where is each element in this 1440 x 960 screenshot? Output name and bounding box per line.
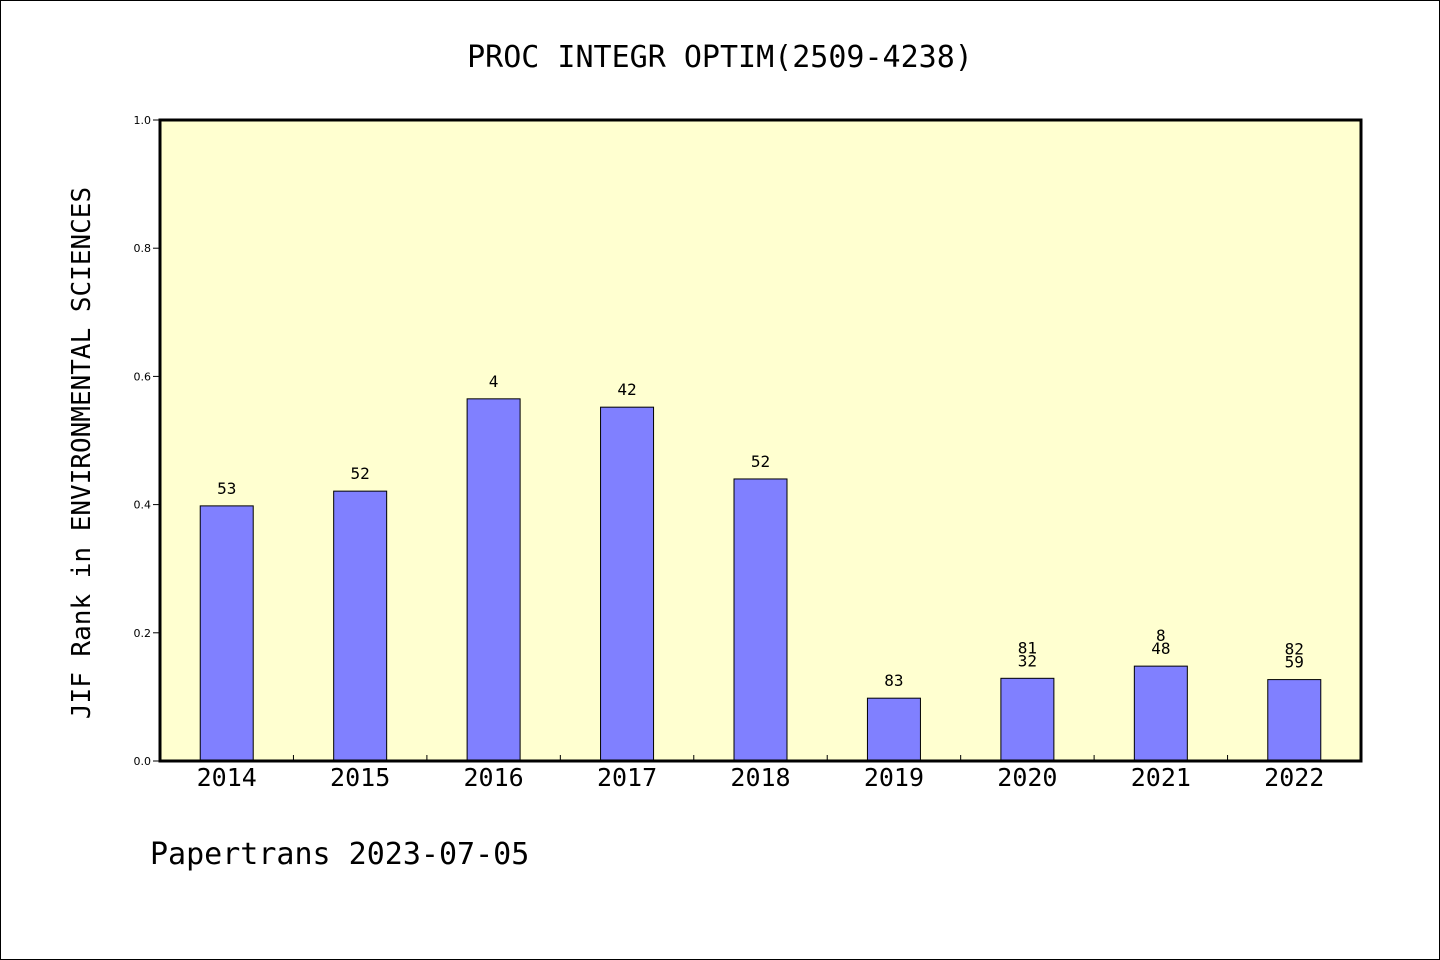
bar-value-label: 52 bbox=[751, 452, 770, 471]
bar-value-label: 83 bbox=[884, 671, 903, 690]
bar-value-label: 52 bbox=[351, 464, 370, 483]
bar-2019 bbox=[866, 697, 921, 762]
x-tick-label: 2016 bbox=[464, 763, 524, 792]
x-tick-label: 2018 bbox=[730, 763, 790, 792]
bar-value-label: 81 bbox=[1018, 638, 1037, 657]
y-tick-label: 0.0 bbox=[134, 755, 152, 768]
x-tick-label: 2022 bbox=[1264, 763, 1324, 792]
x-tick-label: 2019 bbox=[864, 763, 924, 792]
bar-2020 bbox=[1000, 677, 1055, 762]
y-tick-label: 0.8 bbox=[134, 242, 152, 255]
bar-2014 bbox=[199, 505, 254, 762]
x-tick-label: 2021 bbox=[1131, 763, 1191, 792]
y-axis-label: JIF Rank in ENVIRONMENTAL SCIENCES bbox=[67, 187, 97, 719]
x-tick-label: 2020 bbox=[997, 763, 1057, 792]
bar-value-label: 59 bbox=[1285, 653, 1304, 672]
bar-value-label: 53 bbox=[217, 479, 236, 498]
bar-value-label: 8 bbox=[1156, 626, 1166, 645]
bar-value-label: 42 bbox=[617, 380, 636, 399]
bar-2021 bbox=[1133, 665, 1188, 762]
bar-value-label: 48 bbox=[1151, 639, 1170, 658]
bar-2022 bbox=[1267, 679, 1322, 762]
y-tick-label: 0.2 bbox=[134, 627, 152, 640]
chart-title: PROC INTEGR OPTIM(2509-4238) bbox=[467, 40, 973, 75]
bars-group bbox=[199, 398, 1322, 762]
y-tick-label: 0.4 bbox=[134, 499, 152, 512]
bar-2018 bbox=[733, 478, 788, 762]
plot-border bbox=[158, 118, 1363, 763]
bar-2015 bbox=[333, 490, 388, 762]
bar-value-label: 4 bbox=[489, 372, 499, 391]
y-tick-label: 0.6 bbox=[134, 370, 152, 383]
x-axis: 2014 2015 2016 2017 2018 2019 2020 2021 2022 bbox=[197, 755, 1324, 792]
bar-2016 bbox=[466, 398, 521, 762]
x-tick-label: 2015 bbox=[330, 763, 390, 792]
footer-text: Papertrans 2023-07-05 bbox=[150, 837, 529, 872]
bar-2017 bbox=[600, 406, 655, 762]
x-tick-label: 2017 bbox=[597, 763, 657, 792]
y-axis: 0.0 0.2 0.4 0.6 0.8 1.0 bbox=[134, 114, 160, 768]
x-tick-label: 2014 bbox=[197, 763, 257, 792]
y-tick-label: 1.0 bbox=[134, 114, 152, 127]
bar-value-label: 82 bbox=[1285, 640, 1304, 659]
bar-value-label: 32 bbox=[1018, 651, 1037, 670]
